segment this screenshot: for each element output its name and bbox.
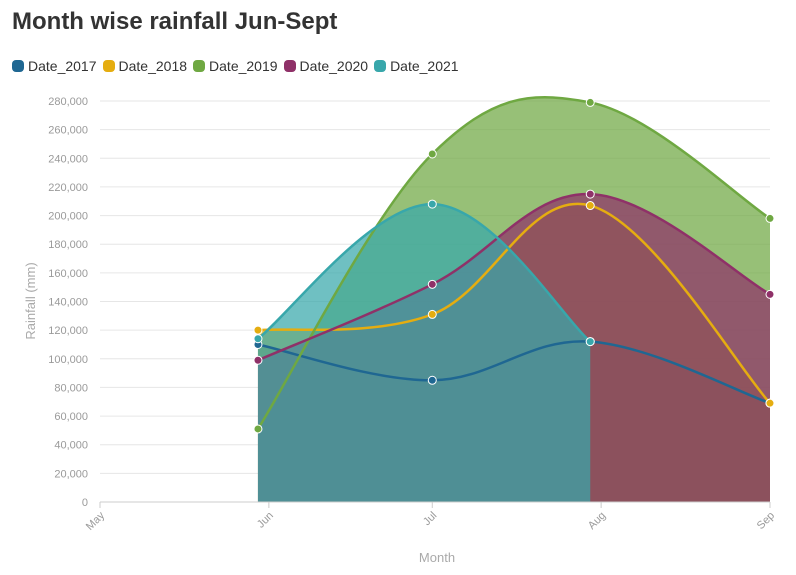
data-point-date-2018[interactable] — [253, 325, 263, 335]
legend-label: Date_2020 — [299, 58, 369, 74]
legend-label: Date_2021 — [390, 58, 459, 74]
y-tick-label: 180,000 — [48, 239, 88, 251]
area-date-2021 — [257, 204, 591, 502]
series-points — [253, 97, 775, 434]
legend-swatch — [102, 60, 115, 72]
data-point-date-2018[interactable] — [585, 201, 595, 211]
x-axis-title: Month — [419, 550, 455, 565]
legend-swatch — [12, 60, 24, 72]
y-tick-label: 40,000 — [54, 440, 88, 452]
data-point-date-2019[interactable] — [427, 149, 437, 159]
chart-title: Month wise rainfall Jun-Sept — [12, 8, 338, 35]
data-point-date-2019[interactable] — [765, 213, 775, 223]
legend-item-date-2019[interactable]: Date_2019 — [193, 58, 278, 74]
y-tick-label: 60,000 — [54, 411, 88, 423]
legend-swatch — [283, 60, 296, 72]
x-tick-label: Jul — [421, 510, 439, 528]
y-tick-label: 280,000 — [48, 96, 88, 108]
legend-swatch — [193, 60, 206, 72]
data-point-date-2017[interactable] — [427, 375, 437, 385]
legend-swatch — [374, 60, 387, 72]
data-point-date-2019[interactable] — [585, 97, 595, 107]
y-tick-label: 160,000 — [48, 268, 88, 280]
x-axis-ticks: May Jun Jul Aug Sep — [84, 502, 777, 533]
data-point-date-2018[interactable] — [765, 398, 775, 408]
data-point-date-2020[interactable] — [765, 289, 775, 299]
data-point-date-2020[interactable] — [427, 279, 437, 289]
x-tick-label: Aug — [586, 510, 608, 532]
y-tick-label: 120,000 — [48, 325, 88, 337]
data-point-date-2021[interactable] — [253, 334, 263, 344]
series-areas — [257, 97, 770, 502]
legend-item-date-2017[interactable]: Date_2017 — [12, 58, 97, 74]
data-point-date-2021[interactable] — [585, 337, 595, 347]
y-tick-label: 220,000 — [48, 182, 88, 194]
legend-item-date-2020[interactable]: Date_2020 — [283, 58, 369, 74]
y-tick-label: 0 — [82, 497, 88, 509]
line-date-2019 — [256, 96, 771, 430]
series-lines — [256, 96, 771, 430]
data-point-date-2021[interactable] — [427, 199, 437, 209]
legend-label: Date_2019 — [209, 58, 278, 74]
data-point-date-2018[interactable] — [427, 309, 437, 319]
data-point-date-2020[interactable] — [253, 355, 263, 365]
x-tick-label: May — [84, 509, 108, 533]
x-tick-label: Jun — [255, 510, 276, 531]
line-date-2020 — [257, 192, 771, 362]
legend-item-date-2021[interactable]: Date_2021 — [374, 58, 459, 74]
y-tick-label: 240,000 — [48, 153, 88, 165]
legend-label: Date_2018 — [118, 58, 188, 74]
line-date-2018 — [257, 202, 771, 405]
y-axis-ticks: 0 20,000 40,000 60,000 80,000 100,000 120,000 1… — [48, 96, 88, 509]
y-tick-label: 20,000 — [54, 468, 88, 480]
x-tick-label: Sep — [755, 510, 777, 532]
y-axis-title: Rainfall (mm) — [23, 262, 38, 339]
legend-item-date-2018[interactable]: Date_2018 — [102, 58, 188, 74]
y-tick-label: 100,000 — [48, 354, 88, 366]
y-tick-label: 80,000 — [54, 382, 88, 394]
legend: Date_2017 Date_2018 Date_2019 Date_2020 Date… — [12, 58, 465, 74]
data-point-date-2020[interactable] — [585, 189, 595, 199]
y-tick-label: 200,000 — [48, 211, 88, 223]
line-date-2017 — [257, 340, 771, 405]
legend-label: Date_2017 — [28, 58, 97, 74]
data-point-date-2019[interactable] — [253, 424, 263, 434]
y-tick-label: 140,000 — [48, 297, 88, 309]
y-tick-label: 260,000 — [48, 125, 88, 137]
